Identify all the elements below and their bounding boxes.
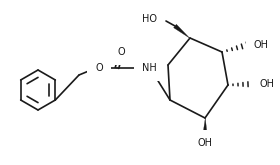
Polygon shape — [174, 24, 190, 38]
Text: HO: HO — [142, 14, 157, 24]
Text: NH: NH — [142, 63, 157, 73]
Text: O: O — [117, 47, 125, 57]
Text: OH: OH — [254, 40, 269, 50]
Text: OH: OH — [260, 79, 275, 89]
Polygon shape — [203, 118, 207, 135]
Text: OH: OH — [197, 138, 213, 148]
Text: O: O — [95, 63, 103, 73]
